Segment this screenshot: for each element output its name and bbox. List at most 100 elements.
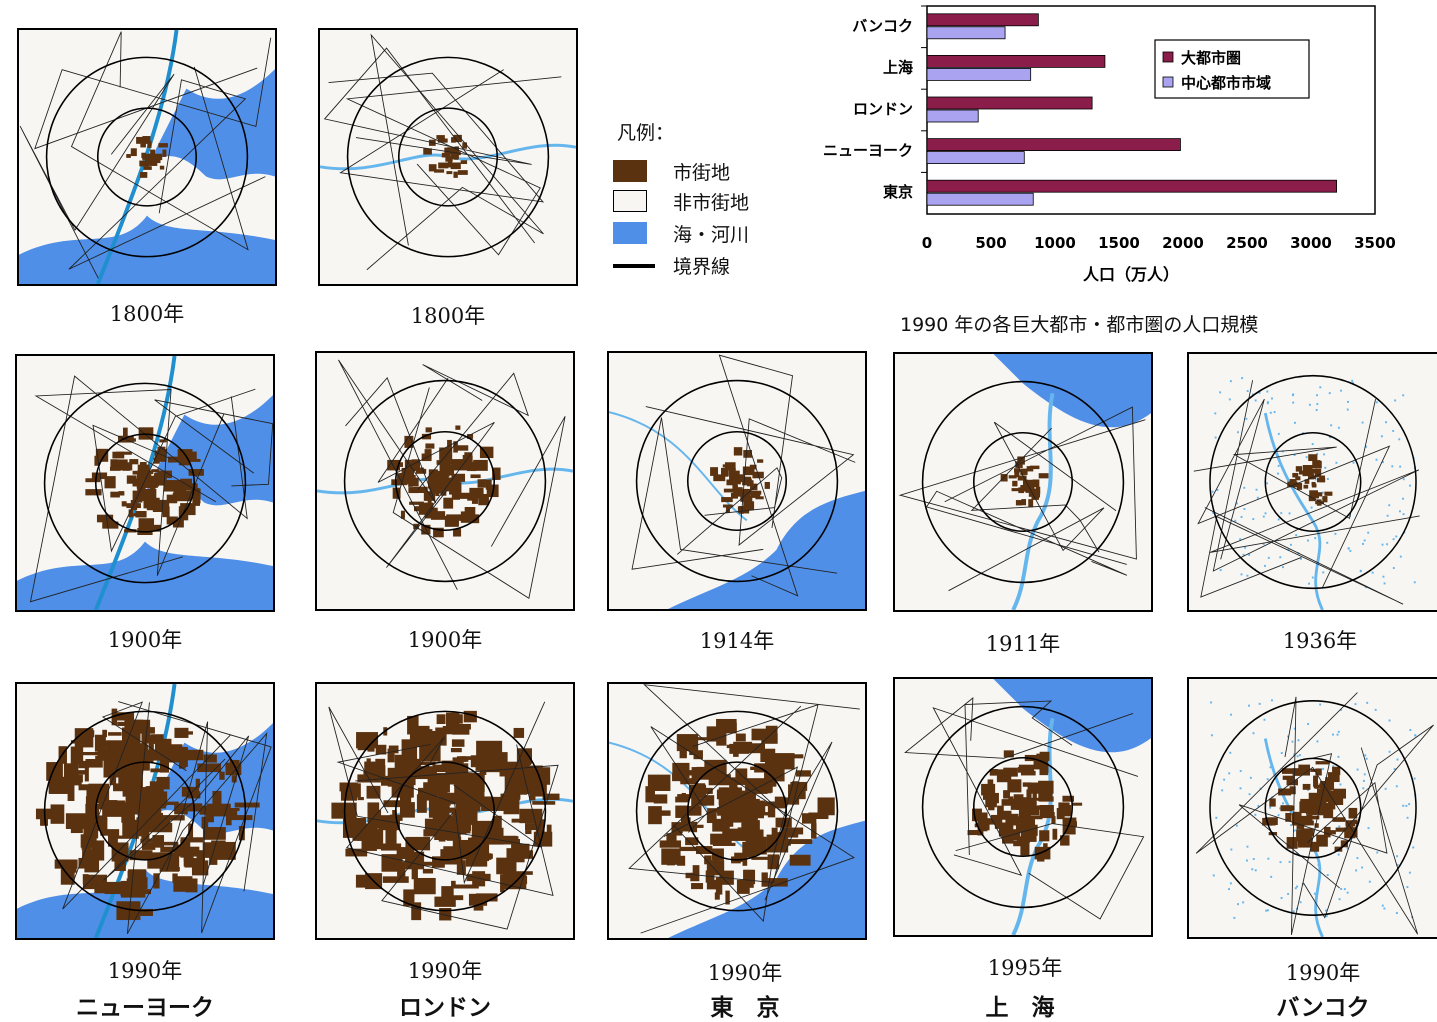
urban-patch — [767, 803, 776, 818]
urban-patch — [1008, 475, 1017, 479]
urban-patch — [195, 778, 200, 788]
urban-patch — [441, 760, 464, 768]
urban-patch — [158, 143, 168, 148]
urban-patch — [999, 826, 1009, 831]
bar — [926, 138, 1181, 152]
urban-patch — [118, 773, 143, 786]
urban-patch — [425, 443, 435, 449]
urban-patch — [782, 797, 800, 805]
canal-dot — [1381, 543, 1384, 546]
inner-ring — [94, 761, 196, 861]
urban-patch — [1014, 785, 1021, 791]
canal-dot — [1254, 869, 1257, 872]
urban-patch — [452, 728, 470, 735]
urban-patch — [130, 148, 137, 157]
canal-dot — [1402, 513, 1405, 516]
urban-patch — [130, 787, 148, 792]
canal-dot — [1323, 453, 1325, 456]
urban-patch — [433, 471, 449, 484]
canal-dot — [1237, 431, 1239, 434]
river — [1263, 412, 1324, 610]
urban-patch — [104, 881, 128, 895]
urban-patch — [500, 874, 505, 893]
urban-patch — [713, 852, 720, 867]
canal-dot — [1364, 754, 1367, 757]
canal-dot — [1289, 543, 1292, 546]
urban-patch — [741, 488, 751, 497]
urban-patch — [719, 797, 724, 815]
canal-dot — [1361, 542, 1364, 545]
canal-dot — [1266, 778, 1269, 781]
urban-patch — [1285, 812, 1292, 822]
canal-dot — [1340, 708, 1343, 711]
canal-dot — [1391, 465, 1394, 468]
canal-dot — [1252, 732, 1255, 735]
urban-patch — [1264, 817, 1278, 825]
legend-entry: 大都市圏 — [1181, 49, 1241, 67]
urban-patch — [139, 172, 148, 178]
urban-patch — [421, 433, 432, 440]
urban-patch — [451, 880, 456, 887]
canal-dot — [1219, 391, 1222, 394]
urban-patch — [199, 805, 209, 815]
boundary-line — [1284, 696, 1333, 936]
canal-dot — [1363, 773, 1366, 776]
urban-patch — [460, 160, 468, 164]
canal-dot — [1307, 788, 1309, 791]
urban-patch — [714, 892, 720, 900]
urban-patch — [404, 435, 414, 448]
canal-dot — [1252, 858, 1255, 861]
inner-ring — [394, 761, 496, 861]
boundary-line — [92, 388, 256, 553]
urban-patch — [721, 787, 742, 800]
urban-patch — [1348, 807, 1358, 819]
urban-patch — [457, 170, 468, 175]
urban-patch — [428, 469, 438, 478]
urban-patch — [1006, 826, 1012, 832]
urban-patch — [751, 856, 768, 860]
boundary-line — [631, 417, 838, 574]
urban-patch — [192, 490, 201, 504]
urban-patch — [1028, 499, 1034, 508]
canal-dot — [1233, 916, 1236, 919]
urban-patch — [450, 162, 461, 170]
canal-dot — [1223, 778, 1226, 781]
urban-patch — [1038, 789, 1053, 802]
urban-patch — [464, 452, 473, 458]
urban-patch — [1051, 816, 1056, 824]
urban-patch — [1292, 815, 1308, 826]
urban-patch — [197, 763, 222, 773]
urban-patch — [205, 810, 214, 823]
urban-patch — [485, 479, 492, 490]
urban-patch — [446, 171, 453, 175]
urban-patch — [1014, 471, 1020, 478]
canal-dot — [1279, 807, 1282, 810]
inner-ring — [1264, 757, 1362, 859]
urban-patch — [512, 843, 530, 855]
boundary-line — [62, 701, 232, 910]
canal-dot — [1241, 377, 1244, 380]
inner-ring — [96, 107, 198, 207]
urban-patch — [1026, 815, 1043, 820]
canal-dot — [1252, 518, 1255, 521]
urban-patch — [672, 773, 688, 782]
urban-patch — [463, 710, 477, 723]
boundary-line — [328, 69, 545, 203]
map-graphic — [317, 701, 573, 930]
urban-patch — [109, 754, 116, 760]
urban-patch — [728, 467, 736, 476]
urban-patch — [432, 814, 452, 823]
canal-dot — [1293, 753, 1296, 756]
urban-patch — [209, 848, 218, 865]
canal-dot — [1408, 871, 1411, 874]
urban-patch — [181, 803, 203, 812]
inner-ring — [94, 433, 196, 533]
urban-patch — [1020, 842, 1030, 856]
canal-dot — [1273, 411, 1276, 414]
urban-patch — [429, 784, 438, 800]
map-year-caption: 1800年 — [410, 304, 486, 328]
canal-dot — [1412, 846, 1415, 849]
canal-dot — [1251, 868, 1254, 871]
urban-patch — [993, 792, 999, 804]
urban-patch — [725, 890, 730, 905]
